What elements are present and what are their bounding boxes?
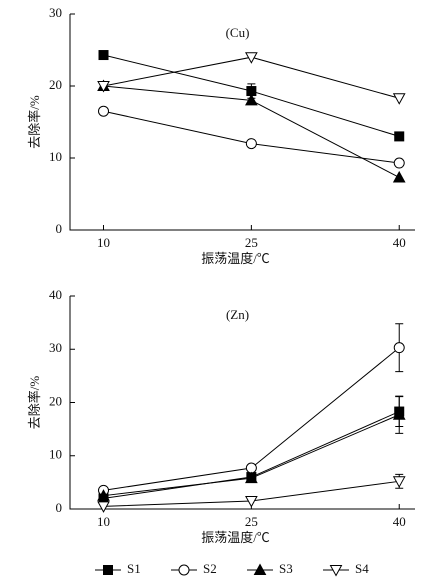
- x-tick-label: 40: [393, 514, 406, 529]
- marker: [245, 138, 257, 150]
- x-tick-label: 25: [245, 235, 258, 250]
- legend-label: S4: [355, 561, 369, 576]
- marker: [97, 81, 110, 93]
- legend-label: S2: [203, 561, 217, 576]
- marker: [97, 501, 110, 513]
- chart-title: (Cu): [226, 25, 250, 40]
- x-axis-label: 振荡温度/℃: [201, 530, 270, 545]
- y-tick-label: 10: [49, 149, 62, 164]
- marker: [97, 489, 110, 501]
- marker: [393, 157, 405, 169]
- y-tick-label: 30: [49, 5, 62, 20]
- marker: [98, 105, 110, 117]
- series-line: [103, 411, 400, 499]
- series-line: [103, 110, 400, 164]
- chart-title: (Zn): [226, 307, 249, 322]
- y-tick-label: 0: [56, 500, 63, 515]
- marker: [392, 408, 406, 420]
- legend-label: S3: [279, 561, 293, 576]
- marker: [245, 93, 258, 106]
- marker: [329, 565, 343, 577]
- marker: [245, 52, 258, 64]
- y-tick-label: 30: [49, 340, 62, 355]
- marker: [103, 565, 113, 575]
- y-tick-label: 20: [49, 393, 62, 408]
- marker: [393, 342, 405, 354]
- marker: [392, 476, 406, 488]
- marker: [245, 462, 257, 474]
- axis: [69, 14, 415, 231]
- x-tick-label: 10: [97, 514, 110, 529]
- x-tick-label: 10: [97, 235, 110, 250]
- y-axis-label: 去除率/%: [27, 376, 42, 430]
- marker: [392, 170, 406, 183]
- marker: [98, 50, 109, 61]
- y-tick-label: 40: [49, 287, 62, 302]
- x-axis-label: 振荡温度/℃: [201, 251, 270, 266]
- y-axis-label: 去除率/%: [27, 95, 42, 149]
- marker: [178, 564, 190, 576]
- marker: [392, 93, 406, 105]
- y-tick-label: 10: [49, 447, 62, 462]
- x-tick-label: 25: [245, 514, 258, 529]
- legend-label: S1: [127, 561, 141, 576]
- marker: [394, 131, 405, 142]
- marker: [253, 563, 267, 575]
- marker: [245, 471, 258, 484]
- y-tick-label: 20: [49, 77, 62, 92]
- marker: [245, 496, 258, 508]
- x-tick-label: 40: [393, 235, 406, 250]
- y-tick-label: 0: [56, 221, 63, 236]
- axis: [69, 296, 415, 510]
